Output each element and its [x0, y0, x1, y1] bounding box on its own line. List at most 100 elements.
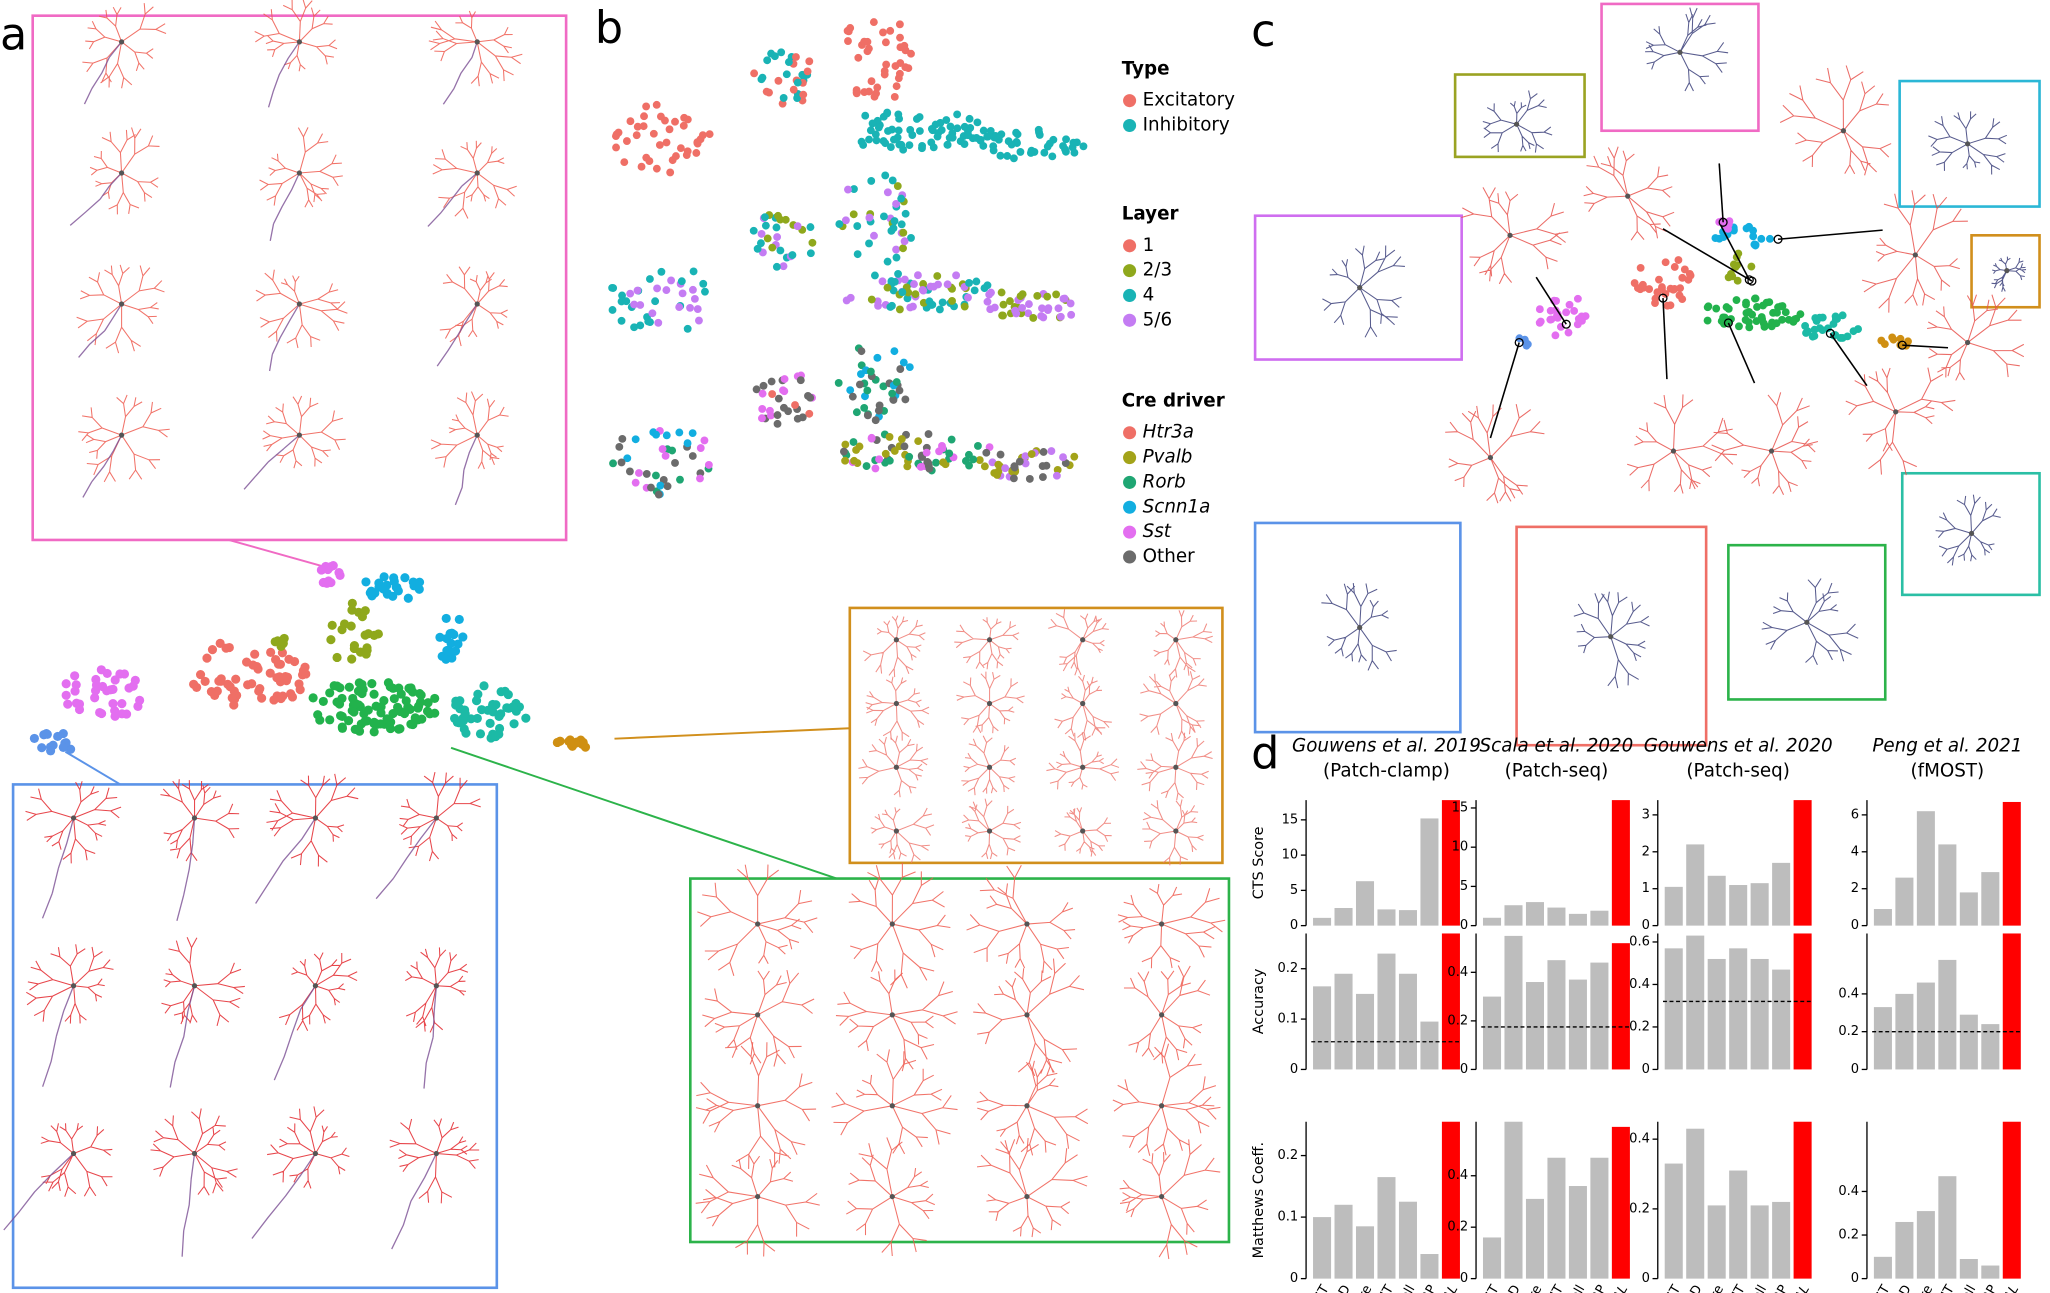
soma — [118, 301, 125, 307]
dendrite — [1153, 610, 1213, 678]
bar — [1750, 1205, 1769, 1279]
cell-dot — [656, 112, 665, 121]
cell-dot — [608, 306, 617, 314]
cell-dot — [905, 452, 914, 461]
cell-dot — [509, 719, 519, 729]
cell-dot — [853, 222, 862, 230]
cell-dot — [229, 700, 239, 710]
dendrite — [1627, 394, 1738, 494]
cell-dot — [867, 295, 876, 304]
x-tick-label: SNT — [1723, 1282, 1750, 1293]
panel-label: a — [0, 10, 27, 61]
legend-label: Other — [1143, 546, 1195, 567]
cell-dot — [212, 686, 222, 696]
axon — [268, 303, 300, 372]
cell-dot — [862, 462, 871, 471]
cell-dot — [1043, 306, 1052, 315]
cell-dot — [37, 743, 47, 753]
cell-dot — [355, 647, 366, 657]
soma — [1080, 700, 1086, 707]
cell-dot — [763, 56, 772, 65]
bar — [1750, 958, 1769, 1070]
cell-dot — [894, 74, 903, 83]
cell-dot — [1010, 463, 1019, 472]
cell-dot — [854, 53, 863, 62]
cell-dot — [863, 37, 872, 46]
dendrite — [1583, 146, 1675, 241]
bar — [1895, 993, 1914, 1070]
cell-dot — [897, 220, 906, 229]
cell-dot — [623, 454, 632, 463]
dendrite — [831, 1049, 958, 1155]
cell-dot — [776, 215, 785, 224]
cell-dot — [1570, 306, 1579, 315]
dendrite — [1928, 111, 2008, 175]
cell-dot — [1061, 459, 1070, 467]
cell-dot — [888, 125, 896, 134]
cell-dot — [923, 457, 932, 466]
cell-dot — [1016, 292, 1025, 301]
cell-dot — [756, 239, 765, 248]
cell-dot — [580, 742, 591, 752]
dendrite — [1645, 7, 1729, 92]
y-tick-label: 0.2 — [1277, 961, 1298, 976]
cell-dot — [647, 483, 655, 492]
cell-dot — [846, 24, 855, 32]
box — [1900, 471, 2041, 597]
cell-dot — [749, 226, 758, 235]
cell-dot — [689, 285, 697, 294]
cell-dot — [867, 77, 876, 86]
legend-swatch — [1123, 313, 1137, 327]
illustrations — [3, 0, 2041, 1290]
cell-dot — [701, 287, 709, 296]
bar — [1504, 905, 1523, 926]
bar — [1482, 917, 1502, 926]
bar — [1568, 1186, 1587, 1279]
cell-dot — [890, 347, 899, 356]
cell-dot — [895, 20, 904, 29]
cell-dot — [108, 699, 118, 709]
cell-dot — [788, 251, 797, 259]
axon — [69, 172, 123, 226]
cell-dot — [893, 182, 902, 190]
cell-dot — [1009, 154, 1018, 163]
cell-dot — [777, 48, 786, 57]
dendrite — [1054, 674, 1112, 741]
cell-dot — [662, 138, 671, 147]
soma — [1173, 828, 1179, 834]
cell-dot — [458, 632, 468, 642]
cell-dot — [759, 381, 768, 390]
soma — [986, 828, 993, 834]
cell-dot — [1546, 306, 1555, 315]
cell-dot — [676, 475, 684, 484]
cell-dot — [1838, 311, 1847, 320]
x-tick-label: Sholl — [1741, 1283, 1770, 1293]
soma — [1159, 1103, 1165, 1109]
cell-dot — [1674, 256, 1683, 264]
cell-dot — [863, 411, 872, 420]
cell-dot — [221, 643, 231, 653]
bar — [1441, 933, 1460, 1070]
soma — [755, 1012, 761, 1018]
pointer — [1902, 344, 1949, 349]
cell-dot — [367, 591, 377, 601]
y-axis-label: CTS Score — [1251, 826, 1267, 899]
cell-dot — [766, 406, 774, 415]
cell-dot — [892, 245, 901, 254]
axon — [78, 303, 123, 358]
cell-dot — [900, 41, 909, 50]
cell-dot — [1079, 142, 1088, 151]
cell-dot — [646, 318, 654, 327]
cell-dot — [416, 697, 426, 707]
box — [31, 14, 568, 542]
bar — [1590, 1157, 1609, 1279]
bar — [1355, 1226, 1375, 1279]
soma — [1487, 454, 1494, 461]
cell-dot — [1018, 303, 1027, 312]
cell-dot — [225, 682, 235, 692]
soma — [1507, 232, 1513, 238]
pointer-ring — [1514, 337, 1524, 348]
cell-dot — [914, 437, 923, 446]
bar — [1664, 948, 1683, 1070]
cell-dot — [870, 271, 879, 280]
